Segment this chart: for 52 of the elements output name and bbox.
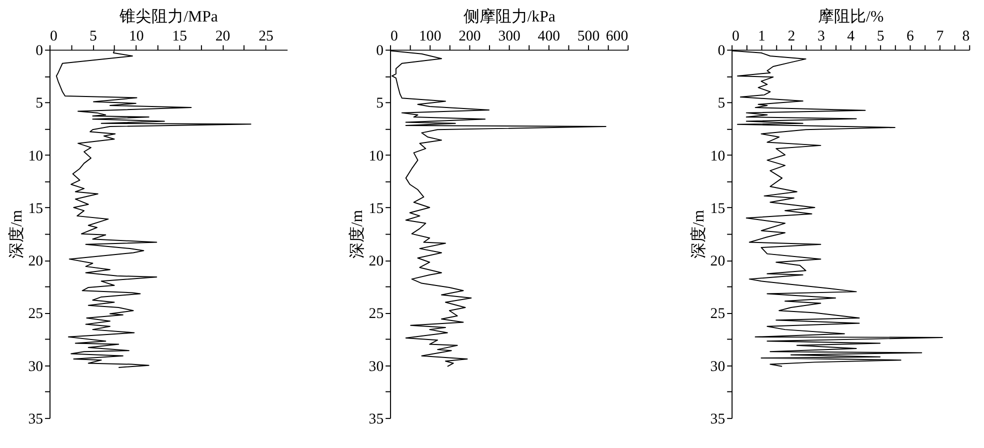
y-axis-title: 深度/m [348, 209, 366, 259]
y-tick-label: 5 [36, 96, 44, 112]
x-tick-label: 10 [128, 28, 144, 44]
x-tick-label: 600 [606, 28, 628, 44]
x-tick-label: 20 [215, 28, 230, 44]
y-tick-label: 0 [376, 43, 384, 60]
x-tick-label: 0 [732, 28, 740, 44]
x-tick-label: 15 [172, 28, 187, 44]
y-tick-label: 25 [368, 306, 384, 322]
x-axis-title: 侧摩阻力/kPa [463, 7, 556, 26]
x-axis-title: 锥尖阻力/MPa [118, 7, 218, 26]
y-tick-label: 20 [710, 254, 726, 270]
x-tick-label: 200 [458, 28, 481, 44]
y-tick-label: 0 [718, 43, 726, 60]
y-tick-label: 5 [718, 96, 726, 112]
y-axis-title: 深度/m [7, 209, 26, 259]
x-tick-label: 3 [817, 28, 825, 44]
y-tick-label: 30 [368, 358, 384, 375]
y-tick-label: 20 [368, 254, 384, 270]
x-axis-title: 摩阻比/% [818, 7, 884, 26]
x-tick-label: 5 [876, 28, 884, 44]
y-tick-label: 15 [710, 200, 726, 217]
x-tick-label: 0 [50, 28, 58, 44]
y-tick-label: 15 [28, 200, 44, 217]
x-tick-label: 100 [419, 28, 442, 44]
y-tick-label: 5 [376, 96, 384, 112]
y-tick-label: 30 [710, 358, 726, 375]
y-tick-label: 35 [28, 411, 44, 428]
y-tick-label: 20 [28, 254, 44, 270]
x-tick-label: 25 [258, 28, 274, 44]
x-tick-label: 1 [758, 28, 766, 44]
y-tick-label: 0 [36, 43, 44, 60]
y-axis-title: 深度/m [689, 209, 708, 259]
x-tick-label: 2 [788, 28, 796, 44]
x-tick-label: 5 [89, 28, 97, 44]
x-tick-label: 6 [906, 28, 914, 44]
y-tick-label: 10 [28, 148, 44, 164]
x-tick-label: 4 [847, 28, 856, 44]
x-tick-label: 8 [962, 28, 970, 44]
y-tick-label: 10 [710, 148, 726, 164]
x-tick-label: 300 [498, 28, 520, 44]
y-tick-label: 30 [28, 358, 44, 375]
x-tick-label: 7 [936, 28, 944, 44]
y-tick-label: 10 [368, 148, 384, 164]
y-tick-label: 25 [28, 306, 44, 322]
y-tick-label: 15 [368, 200, 384, 217]
y-tick-label: 35 [710, 411, 726, 428]
x-tick-label: 500 [577, 28, 600, 44]
y-tick-label: 25 [710, 306, 726, 322]
x-tick-label: 400 [538, 28, 560, 44]
x-tick-label: 0 [390, 28, 398, 44]
y-tick-label: 35 [368, 411, 384, 428]
